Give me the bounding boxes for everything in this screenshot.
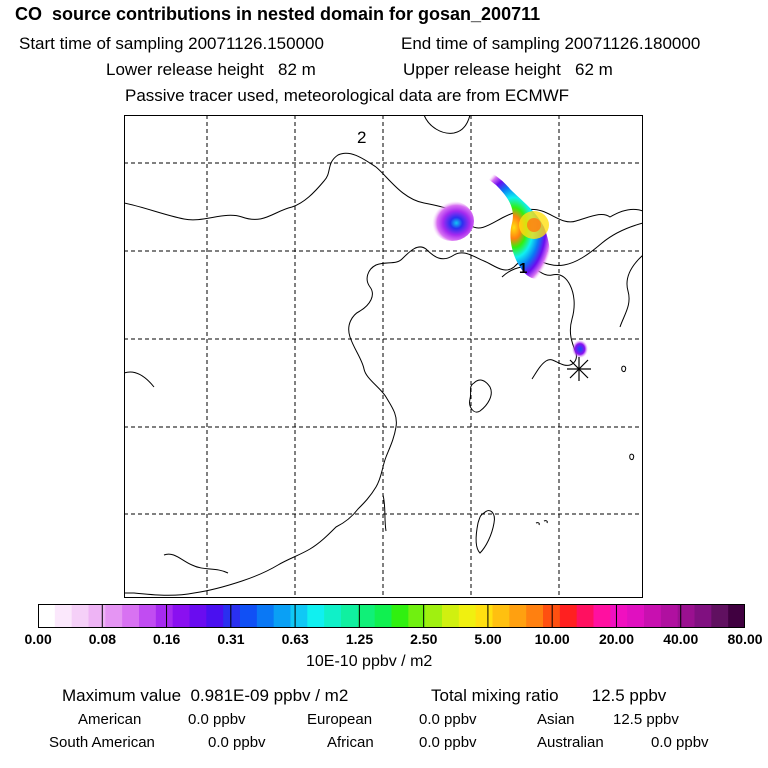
colorbar-swatch (38, 604, 56, 628)
colorbar-swatch (256, 604, 275, 628)
colorbar-swatch (172, 604, 190, 628)
african-label: African (327, 734, 374, 751)
colorbar-tick-label: 80.00 (727, 631, 763, 647)
graticule (124, 115, 643, 598)
colorbar-swatch (475, 604, 493, 628)
colorbar-swatch (543, 604, 561, 628)
european-value: 0.0 ppbv (419, 711, 477, 728)
asterisk-icon (567, 357, 591, 381)
colorbar-tick-label: 0.63 (281, 631, 309, 647)
south-american-label: South American (49, 734, 155, 751)
colorbar-swatch (442, 604, 460, 628)
colorbar-tick-label: 20.00 (598, 631, 634, 647)
colorbar-swatch (391, 604, 409, 628)
map-label-1: 1 (519, 260, 527, 277)
concentration-field (430, 165, 588, 358)
map-panel: 2 1 (124, 115, 643, 598)
colorbar-swatch (307, 604, 325, 628)
colorbar-tick-label: 0.16 (153, 631, 181, 647)
colorbar-swatch (576, 604, 594, 628)
colorbar-swatch (711, 604, 729, 628)
australian-value: 0.0 ppbv (651, 734, 709, 751)
colorbar-swatch (458, 604, 477, 628)
total-mixing-ratio-label: Total mixing ratio 12.5 ppbv (431, 686, 667, 705)
colorbar-swatch (189, 604, 207, 628)
colorbar-units: 10E-10 ppbv / m2 (306, 653, 433, 670)
american-label: American (78, 711, 142, 728)
colorbar-swatch (223, 604, 241, 628)
coastlines-borders (124, 115, 643, 596)
colorbar-tick-label: 0.08 (88, 631, 117, 647)
colorbar-swatch (341, 604, 359, 628)
plume-primary (477, 165, 550, 279)
colorbar-swatch (206, 604, 224, 628)
colorbar-swatch (677, 604, 695, 628)
colorbar-swatch (54, 604, 73, 628)
african-value: 0.0 ppbv (419, 734, 477, 751)
colorbar-swatch (155, 604, 174, 628)
colorbar-swatch (324, 604, 342, 628)
colorbar-swatch (526, 604, 544, 628)
american-value: 0.0 ppbv (188, 711, 246, 728)
colorbar-swatch (509, 604, 527, 628)
colorbar-swatch (88, 604, 106, 628)
end-time-label: End time of sampling 20071126.180000 (401, 34, 701, 53)
max-value-label: Maximum value 0.981E-09 ppbv / m2 (62, 686, 349, 705)
colorbar-swatch (273, 604, 291, 628)
colorbar-swatch (357, 604, 376, 628)
asian-value: 12.5 ppbv (613, 711, 679, 728)
plume-secondary (430, 201, 474, 241)
upper-release-height-label: Upper release height 62 m (403, 60, 613, 79)
colorbar-swatch (559, 604, 578, 628)
colorbar-swatch (728, 604, 745, 628)
lower-release-height-label: Lower release height 82 m (106, 60, 316, 79)
map-label-2: 2 (357, 128, 366, 147)
colorbar-swatch (71, 604, 89, 628)
tracer-note: Passive tracer used, meteorological data… (125, 86, 570, 105)
colorbar-tick-label: 0.00 (24, 631, 52, 647)
colorbar (38, 604, 745, 628)
colorbar-swatch (660, 604, 679, 628)
colorbar-swatch (492, 604, 510, 628)
australian-label: Australian (537, 734, 604, 751)
figure-title: CO source contributions in nested domain… (15, 4, 541, 24)
colorbar-tick-label: 40.00 (663, 631, 699, 647)
colorbar-tick-label: 2.50 (410, 631, 438, 647)
colorbar-swatch (374, 604, 392, 628)
colorbar-swatch (644, 604, 662, 628)
plume-korea (572, 340, 588, 358)
colorbar-swatch (139, 604, 157, 628)
colorbar-swatch (408, 604, 426, 628)
european-label: European (307, 711, 373, 728)
plume-peak (527, 218, 541, 232)
colorbar-swatch (290, 604, 308, 628)
colorbar-swatch (627, 604, 645, 628)
colorbar-tick-label: 0.31 (217, 631, 245, 647)
colorbar-swatch (240, 604, 258, 628)
colorbar-swatch (425, 604, 443, 628)
colorbar-tick-label: 5.00 (474, 631, 502, 647)
colorbar-swatch (105, 604, 123, 628)
south-american-value: 0.0 ppbv (208, 734, 266, 751)
colorbar-swatch (610, 604, 628, 628)
colorbar-tick-label: 1.25 (345, 631, 374, 647)
start-time-label: Start time of sampling 20071126.150000 (19, 34, 324, 53)
colorbar-tick-label: 10.00 (534, 631, 570, 647)
colorbar-border (38, 604, 745, 628)
colorbar-swatch (593, 604, 611, 628)
asian-label: Asian (537, 711, 575, 728)
colorbar-swatch (694, 604, 712, 628)
colorbar-swatch (122, 604, 140, 628)
